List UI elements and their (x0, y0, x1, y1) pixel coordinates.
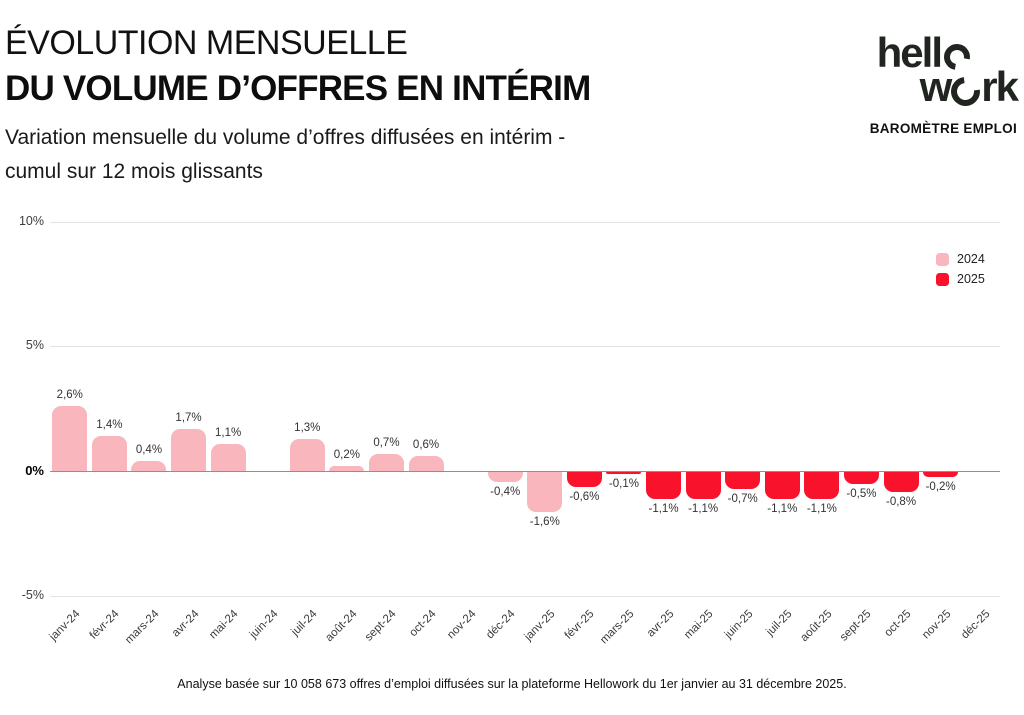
legend-swatch-2025-icon (936, 272, 949, 286)
bar-avr-24 (171, 428, 207, 471)
bar-oct-25 (883, 472, 919, 492)
legend-label-2025: 2025 (957, 272, 985, 286)
bar-août-24 (329, 466, 365, 471)
bar-mars-25 (606, 472, 642, 475)
value-label-oct-24: 0,6% (412, 439, 440, 452)
gridline--5% (50, 596, 1000, 597)
bar-févr-25 (566, 472, 602, 487)
value-label-avr-24: 1,7% (175, 411, 202, 424)
bar-déc-24 (487, 472, 523, 482)
bar-janv-25 (527, 472, 563, 512)
hellowork-logo: hell w rk BAROMÈTRE EMPLOI (857, 29, 1019, 137)
legend-label-2024: 2024 (957, 252, 985, 266)
legend-item-2024: 2024 (936, 252, 985, 266)
value-label-avr-25: -1,1% (648, 503, 679, 516)
bar-oct-24 (408, 456, 444, 471)
source-note: Analyse basée sur 10 058 673 offres d’em… (177, 677, 847, 691)
bar-nov-25 (923, 472, 959, 477)
bar-avr-25 (646, 472, 682, 500)
value-label-oct-25: -0,8% (886, 495, 917, 508)
bar-juin-25 (725, 472, 761, 490)
value-label-févr-25: -0,6% (569, 490, 600, 503)
value-label-août-24: 0,2% (333, 449, 360, 461)
y-axis-label: 0% (25, 463, 44, 478)
value-label-mars-25: -0,1% (608, 478, 639, 491)
gridline-5% (50, 346, 1000, 347)
bar-févr-24 (91, 436, 127, 471)
logo-text-hell: hell (876, 29, 943, 76)
bar-mars-24 (131, 461, 167, 471)
bar-janv-24 (52, 406, 88, 471)
value-label-déc-24: -0,4% (490, 485, 521, 498)
bar-sept-25 (843, 472, 879, 485)
bar-mai-24 (210, 443, 246, 471)
logo-word-bottom: w rk (857, 63, 1019, 112)
logo-word-top: hell (857, 29, 1017, 76)
gridline-0% (50, 471, 1000, 472)
logo-tagline: BAROMÈTRE EMPLOI (869, 121, 1017, 136)
logo-text-rk: rk (981, 63, 1019, 110)
value-label-mai-24: 1,1% (215, 426, 242, 439)
value-label-sept-24: 0,7% (373, 436, 400, 449)
value-label-août-25: -1,1% (806, 503, 837, 516)
value-label-févr-24: 1,4% (96, 419, 123, 432)
subtitle-line2: cumul sur 12 mois glissants (5, 160, 263, 183)
gridline-10% (50, 222, 1000, 223)
value-label-juil-25: -1,1% (767, 503, 798, 516)
page-subtitle: Variation mensuelle du volume d’offres d… (5, 121, 565, 189)
chart-legend: 2024 2025 (936, 252, 985, 286)
y-axis-label: 10% (18, 214, 44, 228)
bar-août-25 (804, 472, 840, 500)
logo-text-w: w (919, 63, 953, 110)
value-label-sept-25: -0,5% (846, 488, 877, 501)
page-title-line2: DU VOLUME D’OFFRES EN INTÉRIM (5, 69, 591, 108)
y-axis-label: 5% (25, 338, 44, 352)
bar-juil-25 (764, 472, 800, 500)
value-label-mai-25: -1,1% (688, 503, 719, 516)
legend-swatch-2024-icon (936, 252, 949, 266)
value-label-mars-24: 0,4% (135, 444, 163, 457)
bar-sept-24 (368, 453, 404, 471)
value-label-janv-24: 2,6% (56, 389, 83, 402)
page-title-line1: ÉVOLUTION MENSUELLE (5, 24, 408, 62)
value-label-nov-25: -0,2% (925, 480, 956, 493)
value-label-juil-24: 1,3% (294, 421, 321, 434)
y-axis-label: -5% (21, 588, 44, 602)
bar-mai-25 (685, 472, 721, 500)
subtitle-line1: Variation mensuelle du volume d’offres d… (5, 126, 566, 149)
bar-juil-24 (289, 438, 325, 471)
legend-item-2025: 2025 (936, 272, 985, 286)
value-label-janv-25: -1,6% (529, 515, 560, 528)
value-label-juin-25: -0,7% (727, 493, 758, 506)
